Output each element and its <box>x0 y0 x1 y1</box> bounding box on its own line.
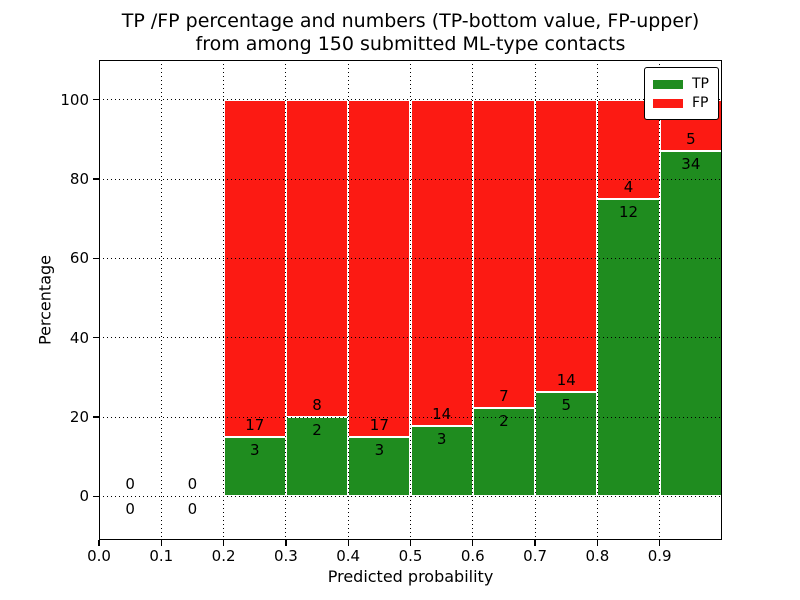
legend-label-fp: FP <box>692 95 709 111</box>
x-tick-mark <box>596 540 599 546</box>
tp-count-label: 3 <box>436 430 447 449</box>
y-tick-mark <box>93 178 99 180</box>
fp-count-label: 4 <box>623 177 634 196</box>
fp-count-label: 0 <box>187 475 198 494</box>
plot-area: TP FP 0 20 40 60 80 100 0.0 0.1 0.2 0.3 0.4 0.5 0.6 0… <box>60 60 722 565</box>
tp-swatch <box>653 79 683 89</box>
v-gridline <box>410 60 411 540</box>
x-tick-label: 0.2 <box>211 547 236 565</box>
y-tick-label: 80 <box>69 170 89 188</box>
fp-count-label: 8 <box>312 396 322 415</box>
v-gridline <box>596 60 598 540</box>
tp-bar <box>535 391 598 497</box>
x-tick-label: 0.9 <box>647 547 672 565</box>
legend-entry-fp: FP <box>653 95 709 111</box>
y-tick-mark <box>93 99 99 101</box>
x-tick-label: 0.6 <box>460 547 485 565</box>
tp-count-label: 3 <box>374 440 385 459</box>
tp-bar <box>472 408 536 497</box>
x-tick-label: 0.0 <box>87 547 111 565</box>
x-tick-label: 0.3 <box>273 547 298 565</box>
y-tick-label: 40 <box>69 328 89 347</box>
x-tick-label: 0.4 <box>336 547 361 565</box>
fp-bar <box>348 99 411 437</box>
fp-bar <box>472 99 536 409</box>
x-tick-label: 0.7 <box>523 547 548 565</box>
fp-count-label: 5 <box>686 129 696 148</box>
y-tick-label: 0 <box>79 487 89 506</box>
x-tick-mark <box>285 540 287 546</box>
v-gridline <box>659 60 661 540</box>
tp-count-label: 0 <box>187 500 198 519</box>
y-tick-mark <box>93 257 99 259</box>
fp-count-label: 17 <box>369 415 389 434</box>
tp-bar <box>410 426 473 497</box>
chart-title: TP /FP percentage and numbers (TP-bottom… <box>121 10 700 55</box>
y-tick-label: 100 <box>60 90 89 109</box>
x-axis-label: Predicted probability <box>327 567 494 586</box>
x-tick-mark <box>347 540 349 546</box>
x-tick-mark <box>659 540 661 546</box>
fp-bar <box>410 99 473 427</box>
x-tick-mark <box>98 540 100 546</box>
tp-count-label: 34 <box>681 154 701 173</box>
tp-count-label: 2 <box>499 412 509 431</box>
tp-bar <box>348 436 411 497</box>
legend: TP FP <box>644 67 719 120</box>
tp-count-label: 12 <box>619 202 639 221</box>
v-gridline <box>347 60 349 540</box>
v-gridline <box>160 60 162 540</box>
v-gridline <box>534 60 536 540</box>
fp-bar <box>535 99 598 392</box>
fp-bar <box>223 99 286 437</box>
y-tick-label: 20 <box>69 408 89 427</box>
v-gridline <box>285 60 287 540</box>
tp-count-label: 5 <box>561 395 572 414</box>
fp-count-label: 7 <box>499 387 509 406</box>
x-tick-label: 0.5 <box>398 547 423 565</box>
v-gridline <box>223 60 225 540</box>
fp-swatch <box>653 98 683 108</box>
legend-entry-tp: TP <box>653 76 709 92</box>
fp-count-label: 14 <box>556 370 576 389</box>
x-tick-mark <box>160 540 162 546</box>
x-tick-mark <box>472 540 474 546</box>
v-gridline <box>472 60 474 540</box>
y-tick-mark <box>93 495 99 497</box>
x-tick-mark <box>222 540 225 546</box>
y-tick-label: 60 <box>69 249 89 268</box>
tp-bar <box>659 150 722 497</box>
tp-bar <box>597 198 660 497</box>
tp-count-label: 3 <box>249 440 260 459</box>
x-tick-mark <box>534 540 536 546</box>
x-tick-label: 0.8 <box>585 547 610 565</box>
tp-bar <box>223 436 286 497</box>
fp-count-label: 0 <box>125 475 135 494</box>
y-tick-mark <box>93 416 99 418</box>
tp-count-label: 2 <box>312 421 322 440</box>
fp-count-label: 17 <box>245 415 265 434</box>
fp-count-label: 14 <box>432 405 452 424</box>
x-tick-mark <box>409 540 412 546</box>
tp-count-label: 0 <box>125 500 135 519</box>
legend-label-tp: TP <box>692 76 709 92</box>
tp-bar <box>285 417 349 497</box>
y-tick-mark <box>93 337 99 339</box>
x-tick-label: 0.1 <box>149 547 174 565</box>
